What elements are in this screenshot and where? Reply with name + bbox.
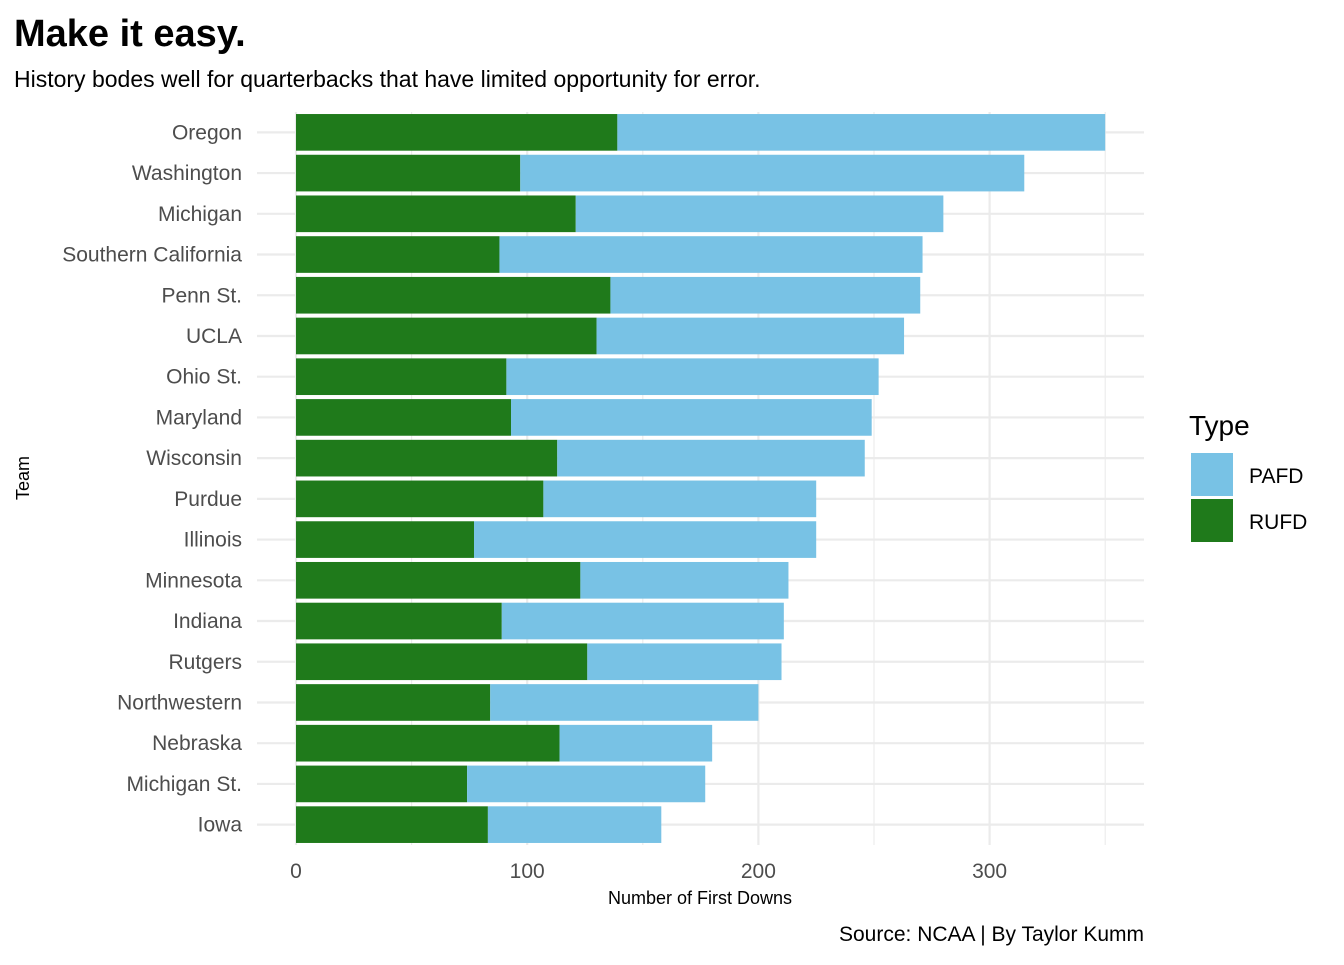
y-tick-label: Wisconsin <box>146 447 242 470</box>
bar-rufd <box>296 643 588 681</box>
y-tick-label: Purdue <box>174 488 242 511</box>
bar-pafd <box>559 724 713 762</box>
chart-caption: Source: NCAA | By Taylor Kumm <box>839 923 1144 946</box>
y-tick-label: Iowa <box>198 814 243 837</box>
bar-rufd <box>296 236 500 273</box>
bar-rufd <box>296 439 558 477</box>
bar-pafd <box>617 114 1106 151</box>
x-tick-label: 200 <box>741 860 776 883</box>
x-tick-label: 0 <box>290 860 302 883</box>
legend-label: PAFD <box>1249 465 1303 488</box>
y-tick-label: Maryland <box>156 406 242 429</box>
bar-pafd <box>610 276 921 314</box>
bar-rufd <box>296 317 597 355</box>
y-axis-title: Team <box>13 456 33 500</box>
bar-pafd <box>499 236 923 273</box>
y-tick-label: Indiana <box>173 610 242 633</box>
y-tick-label: Washington <box>132 162 242 185</box>
legend-label: RUFD <box>1249 511 1307 534</box>
y-tick-label: Rutgers <box>168 651 242 674</box>
bar-rufd <box>296 276 611 314</box>
bar-layer <box>296 114 1106 843</box>
bar-rufd <box>296 114 618 151</box>
bar-rufd <box>296 602 502 640</box>
y-tick-label: Northwestern <box>117 691 242 714</box>
bar-pafd <box>506 358 879 396</box>
bar-pafd <box>596 317 905 355</box>
y-tick-label: Nebraska <box>152 732 242 755</box>
y-tick-label: Penn St. <box>161 284 242 307</box>
bar-pafd <box>557 439 865 477</box>
y-tick-label: Michigan <box>158 203 242 226</box>
y-tick-label: Oregon <box>172 121 242 144</box>
x-axis-title: Number of First Downs <box>608 888 792 908</box>
bar-pafd <box>575 195 944 233</box>
y-tick-label: Illinois <box>184 529 242 552</box>
y-tick-label: Ohio St. <box>166 366 242 389</box>
bar-rufd <box>296 399 512 436</box>
y-tick-label: Michigan St. <box>126 773 242 796</box>
bar-rufd <box>296 521 475 558</box>
bar-pafd <box>474 521 817 558</box>
bar-pafd <box>511 399 872 436</box>
bar-pafd <box>543 480 817 518</box>
x-tick-label: 300 <box>972 860 1007 883</box>
bar-rufd <box>296 154 521 192</box>
legend-swatch <box>1191 499 1233 542</box>
bar-pafd <box>490 684 759 721</box>
bar-pafd <box>467 765 706 803</box>
x-tick-label: 100 <box>510 860 545 883</box>
y-tick-label: Southern California <box>62 244 242 267</box>
bar-pafd <box>580 561 789 599</box>
bar-pafd <box>520 154 1025 192</box>
legend-title: Type <box>1189 410 1250 441</box>
chart-title: Make it easy. <box>14 13 246 55</box>
label-layer: Oregon Washington Michigan Southern Califor… <box>62 121 1007 883</box>
bar-pafd <box>501 602 784 640</box>
y-tick-label: Minnesota <box>145 569 242 592</box>
legend-swatch <box>1191 453 1233 496</box>
chart-subtitle: History bodes well for quarterbacks that… <box>14 66 761 92</box>
bar-pafd <box>587 643 782 681</box>
bar-rufd <box>296 806 488 843</box>
bar-rufd <box>296 765 468 803</box>
bar-rufd <box>296 724 560 762</box>
bar-rufd <box>296 195 576 233</box>
legend: PAFD RUFD <box>1191 453 1307 542</box>
bar-rufd <box>296 358 507 396</box>
y-tick-label: UCLA <box>186 325 242 348</box>
bar-rufd <box>296 480 544 518</box>
bar-rufd <box>296 561 581 599</box>
bar-pafd <box>487 806 662 843</box>
bar-rufd <box>296 684 491 721</box>
